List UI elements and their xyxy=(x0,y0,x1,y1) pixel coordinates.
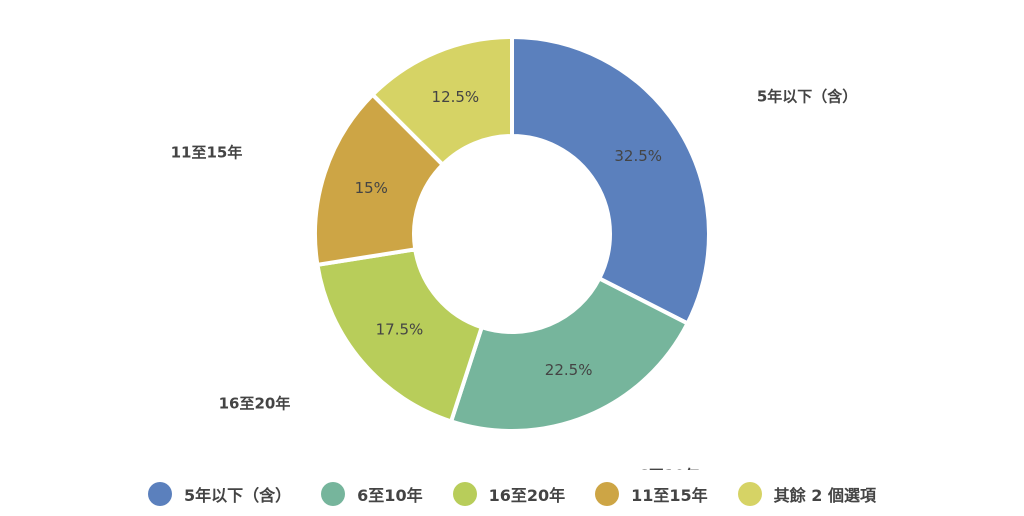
legend-item: 6至10年 xyxy=(321,482,423,506)
chart: 32.5% 5年以下（含） 22.5% 6至10年 17.5% 16至20年 15% 11至1… xyxy=(171,0,858,485)
legend-item: 16至20年 xyxy=(452,482,566,506)
legend-label: 16至20年 xyxy=(488,486,566,505)
legend-item: 11至15年 xyxy=(595,482,708,506)
legend-item: 5年以下（含） xyxy=(148,482,291,506)
legend-swatch xyxy=(321,482,346,506)
donut-slice xyxy=(315,247,485,424)
data-label: 12.5% xyxy=(432,88,480,106)
donut-slice xyxy=(448,275,691,433)
legend: 5年以下（含） 6至10年 16至20年 11至15年 其餘 2 個選項 xyxy=(0,482,1024,506)
slice-label: 16至20年 xyxy=(219,395,291,413)
legend-swatch xyxy=(595,482,620,506)
legend-swatch xyxy=(148,482,173,506)
donut-slice xyxy=(369,34,514,168)
legend-label: 6至10年 xyxy=(357,486,423,505)
data-label: 22.5% xyxy=(545,361,593,379)
donut-slice xyxy=(510,34,711,327)
legend-swatch xyxy=(452,482,477,506)
legend-label: 5年以下（含） xyxy=(184,486,292,505)
legend-label: 其餘 2 個選項 xyxy=(773,486,876,505)
data-label: 15% xyxy=(355,179,388,197)
slice-label: 11至15年 xyxy=(171,144,243,162)
data-label: 17.5% xyxy=(376,321,424,339)
legend-item: 其餘 2 個選項 xyxy=(737,482,876,506)
slice-label: 6至10年 xyxy=(638,467,699,470)
legend-label: 11至15年 xyxy=(631,486,708,505)
legend-swatch xyxy=(737,482,762,506)
slice-label: 5年以下（含） xyxy=(757,88,857,106)
data-label: 32.5% xyxy=(614,147,662,165)
